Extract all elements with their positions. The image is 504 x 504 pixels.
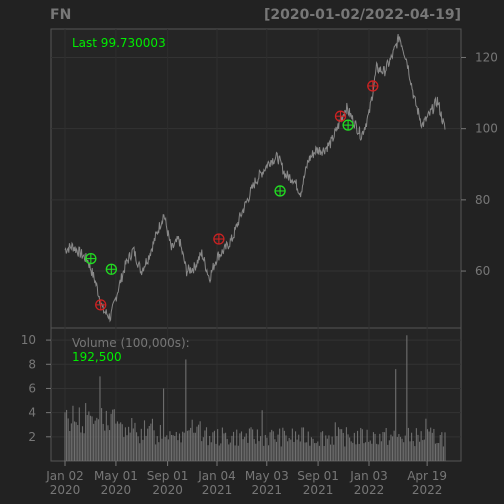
volume-tick-label: 4 — [28, 406, 36, 420]
price-grid — [51, 29, 461, 461]
x-tick-label: May 01 — [94, 469, 138, 483]
x-tick-year: 2021 — [202, 483, 233, 497]
chart-symbol: FN — [50, 7, 71, 23]
x-tick-label: Sep 01 — [297, 469, 339, 483]
x-tick-label: Jan 04 — [197, 469, 236, 483]
volume-y-ticks: 2 4 6 8 10 — [21, 333, 51, 444]
sell-signal-marker — [213, 233, 225, 245]
volume-tick-label: 8 — [28, 357, 36, 371]
x-tick-year: 2020 — [152, 483, 183, 497]
buy-signal-marker — [274, 185, 286, 197]
price-panel-bg — [50, 28, 462, 329]
volume-tick-label: 10 — [21, 333, 36, 347]
buy-signal-marker — [105, 263, 118, 275]
sell-signal-marker — [95, 299, 107, 311]
x-tick-year: 2021 — [252, 483, 283, 497]
sell-signal-marker — [334, 110, 347, 122]
volume-last-value: 192,500 — [72, 350, 122, 364]
signal-markers — [85, 80, 379, 311]
price-line — [64, 34, 446, 323]
buy-signal-marker — [85, 252, 97, 265]
x-tick-label: Sep 01 — [147, 469, 189, 483]
x-tick-year: 2022 — [412, 483, 443, 497]
buy-signal-marker — [342, 119, 354, 131]
x-tick-label: May 03 — [245, 469, 289, 483]
x-tick-label: Jan 03 — [349, 469, 388, 483]
price-tick-label: 80 — [475, 193, 490, 207]
volume-bars — [64, 335, 446, 461]
x-tick-year: 2022 — [354, 483, 385, 497]
last-price-label: Last 99.730003 — [72, 36, 166, 50]
volume-label: Volume (100,000s): — [72, 336, 190, 350]
price-tick-label: 120 — [475, 50, 498, 64]
price-tick-label: 60 — [475, 264, 490, 278]
price-tick-label: 100 — [475, 122, 498, 136]
x-tick-year: 2020 — [101, 483, 132, 497]
chart-date-range: [2020-01-02/2022-04-19] — [264, 7, 461, 23]
price-y-ticks: 60 80 100 120 — [461, 50, 498, 278]
sell-signal-marker — [367, 80, 379, 92]
x-tick-label: Apr 19 — [407, 469, 447, 483]
volume-tick-label: 2 — [28, 430, 36, 444]
x-tick-label: Jan 02 — [45, 469, 84, 483]
x-tick-year: 2021 — [303, 483, 334, 497]
x-tick-year: 2020 — [50, 483, 81, 497]
volume-tick-label: 6 — [28, 381, 36, 395]
